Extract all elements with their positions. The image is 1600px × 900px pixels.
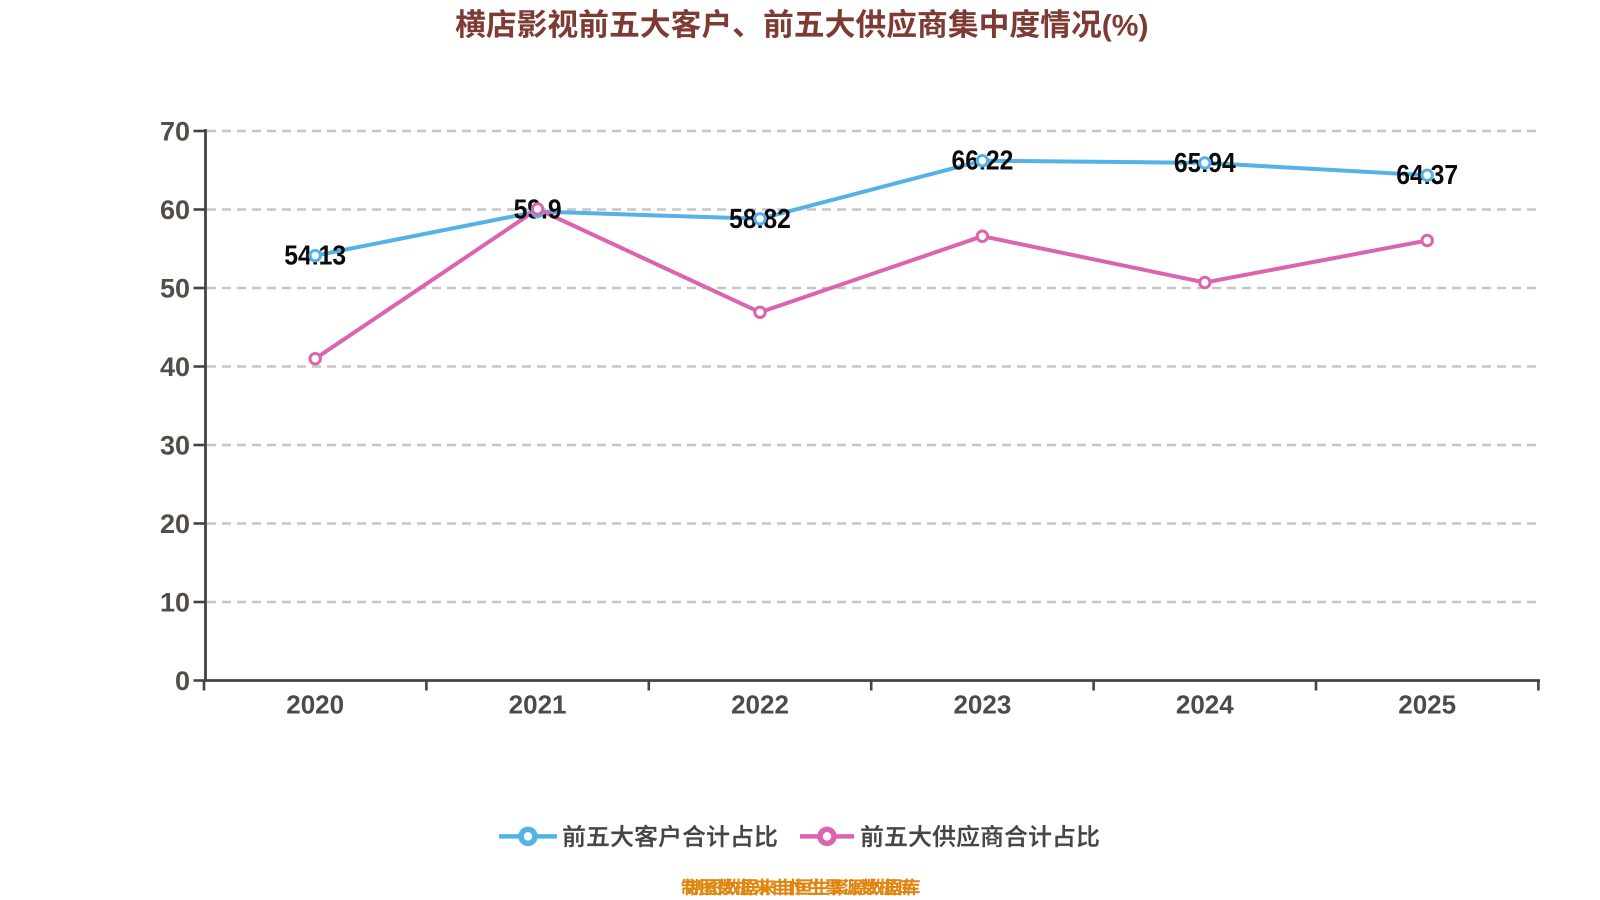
svg-text:2022: 2022 (731, 690, 789, 720)
svg-text:2020: 2020 (286, 690, 344, 720)
svg-text:2025: 2025 (1398, 690, 1456, 720)
svg-text:2023: 2023 (953, 690, 1011, 720)
svg-text:70: 70 (160, 117, 190, 147)
svg-text:40: 40 (160, 352, 190, 382)
svg-text:60: 60 (160, 195, 190, 225)
svg-text:2021: 2021 (509, 690, 567, 720)
svg-text:50: 50 (160, 274, 190, 304)
svg-text:30: 30 (160, 431, 190, 461)
svg-text:0: 0 (175, 666, 190, 696)
svg-text:10: 10 (160, 588, 190, 618)
svg-text:(%): (%) (1102, 9, 1149, 42)
svg-text:20: 20 (160, 509, 190, 539)
svg-text:2024: 2024 (1176, 690, 1234, 720)
